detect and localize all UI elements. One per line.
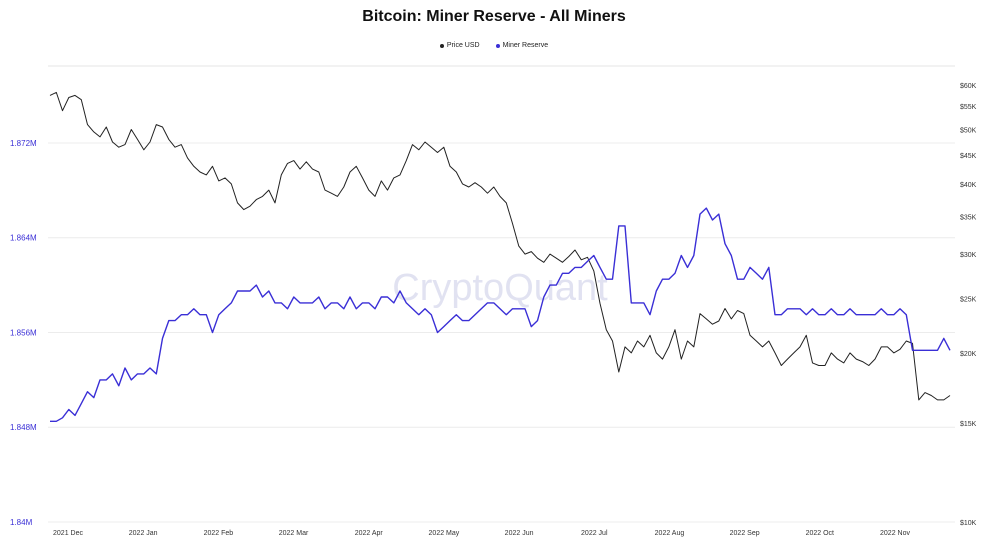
right-tick-label-8: $20K <box>960 351 977 358</box>
right-tick-label-3: $45K <box>960 153 977 160</box>
right-tick-label-6: $30K <box>960 252 977 259</box>
series-line-price-usd <box>49 91 951 401</box>
x-tick-label-6: 2022 Jun <box>505 530 534 537</box>
x-tick-label-9: 2022 Sep <box>730 530 760 537</box>
left-tick-label-4: 1.84M <box>10 518 33 527</box>
legend-item-miner-reserve[interactable]: Miner Reserve <box>495 42 549 49</box>
left-tick-label-0: 1.872M <box>10 139 37 148</box>
series-line-miner-reserve <box>50 207 951 422</box>
legend-label-price: Price USD <box>446 42 480 49</box>
right-tick-label-0: $60K <box>960 83 977 90</box>
x-tick-label-8: 2022 Aug <box>655 530 685 537</box>
right-tick-label-2: $50K <box>960 127 977 134</box>
legend-label-miner-reserve: Miner Reserve <box>502 42 549 49</box>
legend-dot-miner-reserve <box>495 43 500 48</box>
left-tick-label-1: 1.864M <box>10 234 37 243</box>
left-tick-label-3: 1.848M <box>10 423 37 432</box>
watermark: CryptoQuant <box>392 267 608 309</box>
chart-title: Bitcoin: Miner Reserve - All Miners <box>362 8 626 25</box>
x-tick-label-4: 2022 Apr <box>355 530 384 537</box>
x-tick-label-5: 2022 May <box>429 530 460 537</box>
chart-legend: Price USD Miner Reserve <box>0 42 988 49</box>
x-tick-label-1: 2022 Jan <box>129 530 158 537</box>
legend-item-price[interactable]: Price USD <box>439 42 480 49</box>
right-tick-label-4: $40K <box>960 182 977 189</box>
x-tick-label-10: 2022 Oct <box>806 530 834 537</box>
x-tick-label-11: 2022 Nov <box>880 530 910 537</box>
x-tick-label-0: 2021 Dec <box>53 530 83 537</box>
right-tick-label-9: $15K <box>960 421 977 428</box>
right-tick-label-1: $55K <box>960 104 977 111</box>
right-tick-label-10: $10K <box>960 520 977 527</box>
legend-dot-price <box>439 43 444 48</box>
left-tick-label-2: 1.856M <box>10 328 37 337</box>
x-tick-label-2: 2022 Feb <box>204 530 234 537</box>
x-tick-label-7: 2022 Jul <box>581 530 608 537</box>
right-tick-label-5: $35K <box>960 214 977 221</box>
x-tick-label-3: 2022 Mar <box>279 530 309 537</box>
right-tick-label-7: $25K <box>960 297 977 304</box>
